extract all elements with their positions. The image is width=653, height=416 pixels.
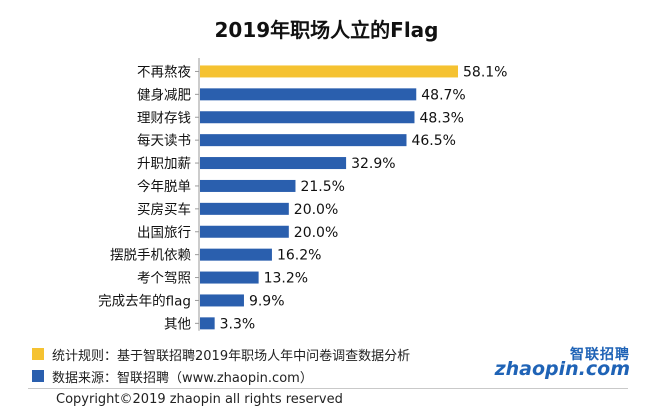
note-row-source: 数据来源：智联招聘（www.zhaopin.com）: [32, 365, 410, 387]
category-label: 升职加薪: [137, 156, 191, 172]
category-label: 不再熬夜: [137, 64, 191, 80]
value-label: 48.7%: [421, 87, 465, 103]
category-label: 健身减肥: [137, 87, 191, 103]
bar: [200, 202, 289, 215]
bar: [200, 88, 417, 101]
category-label: 其他: [164, 316, 191, 332]
bar: [200, 317, 215, 330]
bar: [200, 134, 407, 147]
bar: [200, 271, 259, 284]
note-row-method: 统计规则：基于智联招聘2019年职场人年中问卷调查数据分析: [32, 343, 410, 365]
category-label: 考个驾照: [137, 271, 191, 287]
category-label: 买房买车: [137, 201, 191, 218]
value-label: 13.2%: [264, 271, 308, 287]
bar: [200, 65, 458, 78]
value-label: 48.3%: [419, 110, 463, 126]
note-method-text: 统计规则：基于智联招聘2019年职场人年中问卷调查数据分析: [52, 348, 411, 364]
footer-divider: [28, 388, 628, 389]
notes: 统计规则：基于智联招聘2019年职场人年中问卷调查数据分析 数据来源：智联招聘（…: [32, 343, 410, 387]
value-label: 9.9%: [249, 293, 285, 309]
value-label: 32.9%: [351, 156, 395, 172]
value-label: 3.3%: [220, 316, 256, 332]
bar: [200, 179, 296, 192]
bar: [200, 157, 347, 170]
category-label: 摆脱手机依赖: [110, 248, 191, 264]
category-label: 每天读书: [137, 133, 191, 149]
logo-cn-text: 智联招聘: [570, 347, 630, 363]
chart-title: 2019年职场人立的Flag: [214, 18, 439, 42]
category-label: 今年脱单: [137, 179, 191, 195]
bar: [200, 248, 272, 261]
copyright-text: Copyright©2019 zhaopin all rights reserv…: [56, 392, 343, 407]
zhaopin-logo: 智联招聘 zhaopin.com: [495, 344, 630, 384]
bar: [200, 111, 415, 124]
value-label: 21.5%: [300, 179, 344, 195]
logo-en-text: zhaopin.com: [494, 358, 630, 380]
value-label: 20.0%: [294, 202, 338, 218]
category-label: 理财存钱: [137, 110, 191, 126]
value-label: 46.5%: [411, 133, 455, 149]
note-blue-square: [32, 370, 44, 382]
category-label: 完成去年的flag: [98, 293, 191, 309]
bar-chart: 不再熬夜 58.1% 健身减肥 48.7% 理财存钱 48.3% 每天读书 46.5% 升职加薪…: [98, 58, 507, 332]
bar: [200, 225, 289, 238]
note-yellow-square: [32, 348, 44, 360]
value-label: 20.0%: [294, 225, 338, 241]
value-label: 58.1%: [463, 64, 507, 80]
category-label: 出国旅行: [137, 225, 191, 241]
value-label: 16.2%: [277, 248, 321, 264]
bar: [200, 294, 244, 307]
note-source-text: 数据来源：智联招聘（www.zhaopin.com）: [52, 370, 313, 386]
